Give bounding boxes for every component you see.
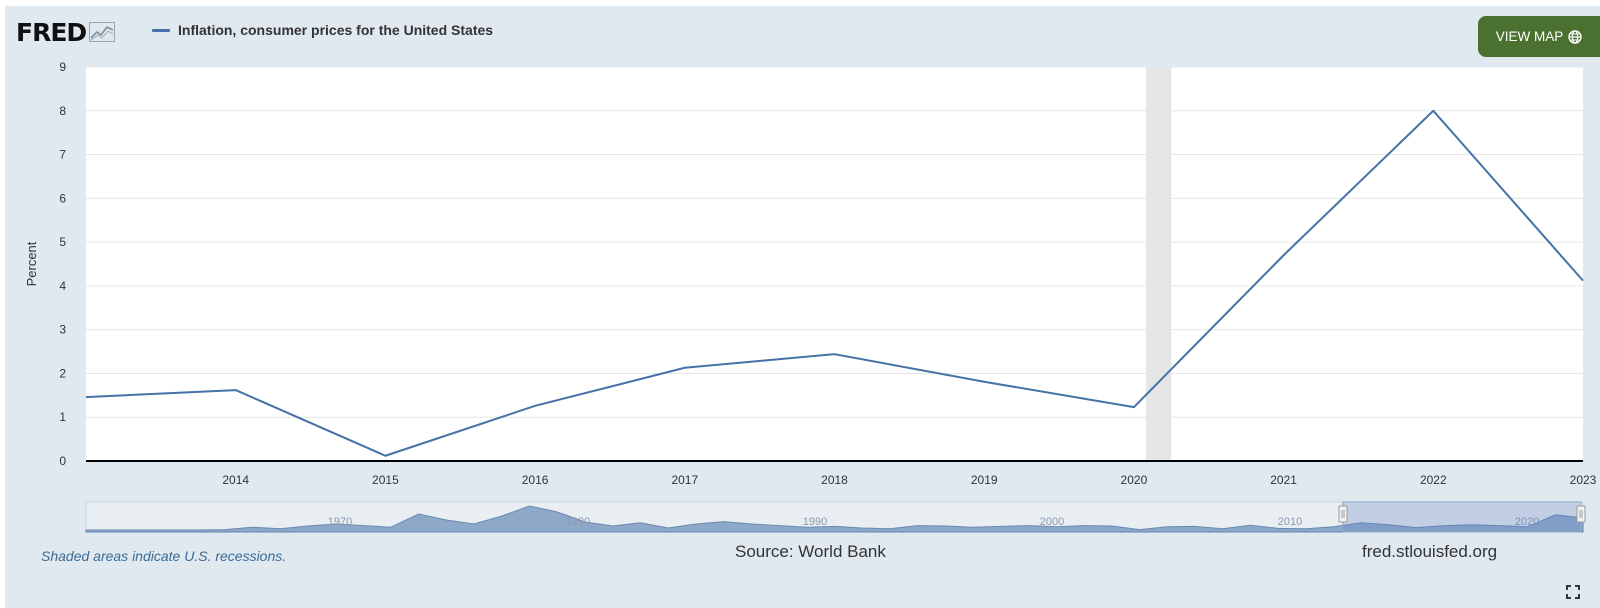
view-map-button[interactable]: VIEW MAP	[1478, 16, 1600, 57]
y-tick-label: 9	[59, 60, 66, 74]
y-tick-label: 4	[59, 279, 66, 293]
legend-swatch	[152, 28, 170, 32]
x-tick-label: 2020	[1121, 473, 1148, 487]
legend-label: Inflation, consumer prices for the Unite…	[178, 22, 494, 38]
recession-note: Shaded areas indicate U.S. recessions.	[41, 548, 287, 564]
x-tick-label: 2023	[1570, 473, 1597, 487]
y-tick-label: 0	[59, 454, 66, 468]
y-tick-label: 7	[59, 148, 66, 162]
y-tick-label: 2	[59, 366, 66, 380]
view-map-label: VIEW MAP	[1495, 29, 1564, 44]
x-tick-label: 2022	[1420, 473, 1447, 487]
y-tick-label: 3	[59, 323, 66, 337]
navigator-x-label: 2010	[1278, 516, 1302, 528]
globe-icon	[1568, 29, 1582, 44]
recession-band	[1145, 67, 1172, 461]
navigator-x-label: 1970	[328, 516, 352, 528]
series-line	[85, 109, 1584, 457]
y-tick-label: 5	[59, 235, 66, 249]
fred-logo[interactable]: FRED	[16, 17, 116, 47]
chart-legend: Inflation, consumer prices for the Unite…	[152, 22, 493, 38]
logo-text: FRED	[16, 17, 87, 47]
navigator-area	[85, 505, 1584, 533]
top-strip	[0, 0, 1600, 6]
site-text[interactable]: fred.stlouisfed.org	[1362, 542, 1498, 561]
fullscreen-icon[interactable]	[1566, 585, 1580, 599]
navigator-handle[interactable]	[1576, 505, 1586, 523]
y-tick-label: 8	[59, 104, 66, 118]
navigator-handle[interactable]	[1338, 505, 1348, 523]
line-graph-icon	[89, 22, 116, 42]
x-tick-label: 2014	[222, 473, 249, 487]
x-tick-label: 2019	[971, 473, 998, 487]
plot-background	[86, 67, 1583, 461]
x-tick-label: 2017	[671, 473, 698, 487]
navigator-x-label: 2020	[1515, 516, 1539, 528]
navigator-x-label: 1980	[566, 516, 590, 528]
y-tick-label: 6	[59, 191, 66, 205]
y-tick-label: 1	[59, 410, 66, 424]
navigator-x-label: 2000	[1040, 516, 1064, 528]
navigator-selection	[1342, 501, 1582, 533]
x-tick-label: 2018	[821, 473, 848, 487]
y-axis-label: Percent	[24, 241, 39, 286]
source-text: Source: World Bank	[735, 542, 886, 561]
x-tick-label: 2016	[522, 473, 549, 487]
navigator-x-label: 1990	[803, 516, 827, 528]
x-tick-label: 2015	[372, 473, 399, 487]
x-tick-label: 2021	[1270, 473, 1297, 487]
